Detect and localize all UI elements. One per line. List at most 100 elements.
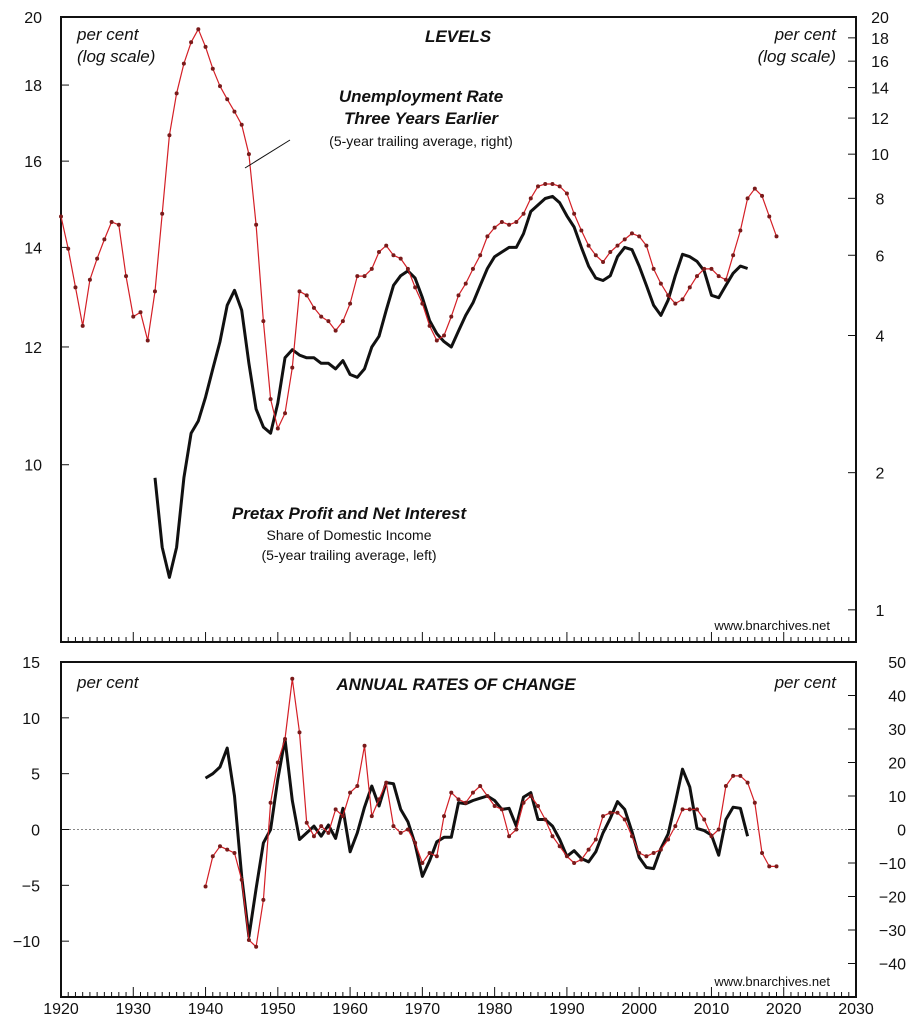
right-tick-label: 20 [888,756,906,773]
unemployment-rate-point [687,285,692,290]
unemployment-rate-point [514,219,519,224]
x-tick-label: 1970 [405,1001,441,1018]
x-tick-label: 1930 [115,1001,151,1018]
profit-series-subtitle: Share of Domestic Income [267,527,432,543]
unemployment-rate-point [651,266,656,271]
unemployment-rate-point [80,323,85,328]
right-tick-label: −10 [879,856,906,873]
unemployment-rate-point [283,411,288,416]
unemployment-rate-point [232,109,237,114]
unemployment-rate-change-point [463,800,468,805]
right-tick-label: 6 [876,248,885,265]
unemployment-rate-point [543,182,548,187]
unemployment-rate-point [203,44,208,49]
right-tick-label: −40 [879,957,906,974]
unemployment-rate-change-point [326,830,331,835]
unemployment-rate-change-point [651,850,656,855]
right-tick-label: 1 [876,603,885,620]
unemployment-rate-point [666,293,671,298]
unemployment-rate-point [716,274,721,279]
right-tick-label: 40 [888,689,906,706]
unemployment-rate-point [174,91,179,96]
right-tick-label: −30 [879,923,906,940]
unemployment-rate-point [261,319,266,324]
unemployment-rate-change-point [377,797,381,802]
unemployment-rate-point [507,222,512,227]
unemployment-rate-point [398,256,403,261]
unemployment-rate-point [73,285,78,290]
unemployment-leader-line [244,139,291,169]
unemployment-rate-point [745,196,750,201]
unemployment-rate-change-point [340,814,345,819]
unemployment-rate-change-point [709,834,714,839]
x-tick-label: 2020 [766,1001,802,1018]
unemployment-rate-point [196,27,201,32]
unemployment-rate-change-point [218,844,222,849]
unemployment-rate-point [673,301,678,306]
x-tick-label: 1990 [549,1001,585,1018]
unemployment-rate-change-point [586,847,591,852]
unemployment-rate-point [680,297,685,302]
unemployment-rate-change-point [485,794,490,798]
unemployment-rate-change-point [384,780,389,785]
unemployment-rate-point [485,234,490,239]
unemployment-rate-change-point [658,847,663,852]
left-tick-label: 10 [22,711,40,728]
x-tick-label: 1950 [260,1001,296,1018]
unemployment-rate-point [95,256,100,261]
right-tick-label: 10 [871,147,889,164]
unemployment-rate-point [109,219,114,224]
unemployment-rate-point [218,84,222,89]
unemployment-rate-change-point [601,814,606,819]
unemployment-rate-change-point [449,790,454,795]
unemployment-rate-point [449,314,454,319]
unemployment-rate-point [470,266,475,271]
unemployment-rate-change-point [283,737,288,742]
unemployment-rate-point [66,246,71,251]
unemployment-rate-point [362,274,367,279]
unemployment-rate-change-point [369,814,374,819]
unemployment-rate-change-point [333,807,338,812]
unemployment-rate-change-point [348,790,353,795]
unemployment-rate-change-point [319,824,324,829]
unemployment-rate-change-point [680,807,685,812]
unemployment-rate-change-point [637,850,642,855]
unemployment-series-title-2: Three Years Earlier [344,109,499,128]
unemployment-rate-change-point [203,884,208,889]
unemployment-series-title-1: Unemployment Rate [339,87,503,106]
unemployment-rate-change-point [297,730,302,735]
unemployment-series-note: (5-year trailing average, right) [329,133,513,149]
unemployment-rate-point [760,193,765,198]
left-tick-label: −10 [13,934,40,951]
unemployment-rate-point [391,253,396,258]
right-tick-label: 10 [888,789,906,806]
unemployment-rate-point [434,338,439,343]
right-tick-label: 16 [871,54,889,71]
unemployment-rate-point [586,243,591,248]
unemployment-rate-point [87,277,92,282]
unemployment-rate-point [709,266,714,271]
unemployment-rate-point [608,249,613,254]
unemployment-rate-point [492,225,497,230]
levels-title: LEVELS [425,27,492,46]
unemployment-rate-change-point [745,780,750,785]
unemployment-rate-change-point [427,850,432,855]
unemployment-rate-point [290,365,295,370]
unemployment-rate-point [225,97,230,102]
unemployment-rate-point [326,319,331,324]
unemployment-rate-point [427,323,432,328]
unemployment-rate-change-point [738,773,743,778]
unemployment-rate-change-point [499,807,504,812]
unemployment-rate-point [644,243,649,248]
unemployment-rate-change-point [615,810,620,815]
unemployment-rate-point [210,66,215,71]
change-source-note: www.bnarchives.net [713,974,830,989]
unemployment-rate-change-point [557,844,562,849]
unemployment-rate-change-point [536,804,540,809]
unemployment-rate-point [564,191,569,196]
x-tick-label: 2010 [694,1001,730,1018]
unemployment-rate-change-point [304,820,309,825]
change-title: ANNUAL RATES OF CHANGE [335,675,576,694]
unemployment-rate-change-point [290,676,295,681]
